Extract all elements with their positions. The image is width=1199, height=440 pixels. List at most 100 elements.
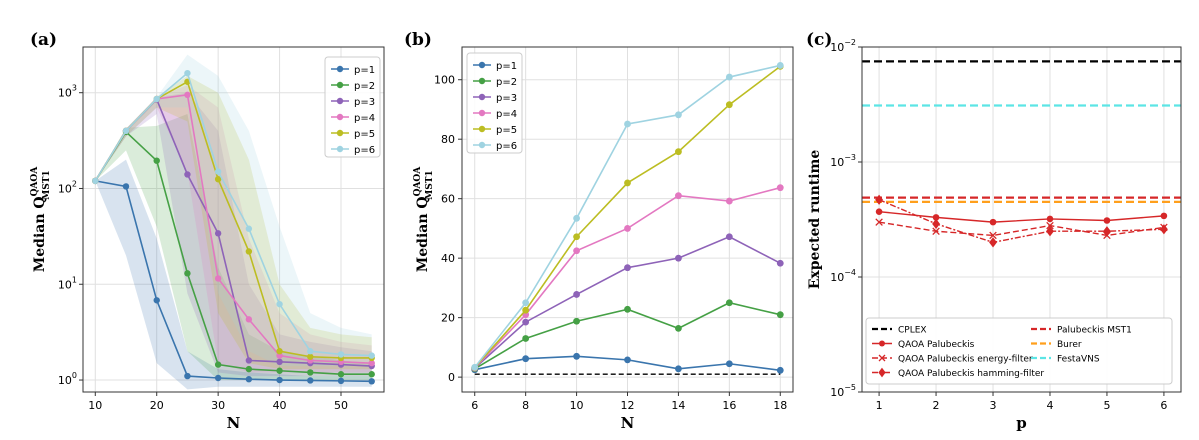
legend-label: p=4	[354, 113, 375, 124]
data-point-p=6	[307, 348, 314, 355]
data-point-p=1	[725, 360, 733, 368]
y-tick-label: 80	[441, 133, 455, 146]
data-point-p=5	[675, 148, 682, 156]
data-point-p=4	[276, 352, 283, 359]
legend-label: QAOA Palubeckis	[898, 340, 975, 350]
legend-label: p=4	[496, 109, 517, 120]
data-point-QAOA Palubeckis energy-filter	[1046, 221, 1054, 230]
tick-base: 10	[830, 271, 844, 284]
x-tick-label: 18	[773, 399, 787, 412]
data-point-p=6	[122, 127, 130, 135]
x-axis-label: p	[1016, 414, 1027, 432]
legend-marker	[878, 367, 886, 378]
legend-marker	[478, 61, 486, 69]
tick-base: 10	[58, 87, 72, 100]
tick-base: 10	[58, 278, 72, 291]
y-tick-label: 10−2	[830, 38, 856, 54]
data-point-p=4	[368, 359, 375, 367]
data-point-p=2	[153, 157, 160, 164]
legend-marker	[879, 340, 885, 347]
data-point-p=2	[276, 367, 283, 374]
legend-marker	[478, 109, 486, 117]
y-tick-label: 103	[58, 84, 77, 100]
data-point-p=6	[624, 120, 631, 128]
x-tick-label: 6	[1160, 399, 1167, 412]
confidence-band-p=4	[95, 85, 372, 373]
data-point-p=6	[153, 95, 160, 103]
data-point-p=6	[276, 300, 283, 308]
x-tick-label: 5	[1103, 399, 1110, 412]
x-tick-label: 16	[722, 399, 736, 412]
data-point-p=2	[214, 361, 222, 368]
x-tick-label: 12	[621, 399, 635, 412]
data-point-p=4	[573, 247, 580, 255]
data-point-p=6	[245, 225, 253, 232]
x-tick-label: 20	[150, 399, 164, 412]
data-point-p=1	[122, 183, 130, 190]
legend-marker	[336, 97, 344, 105]
series-line-QAOA Palubeckis	[879, 210, 1164, 223]
data-point-QAOA Palubeckis	[1160, 212, 1168, 220]
data-point-QAOA Palubeckis	[932, 214, 940, 221]
tick-exponent: −3	[844, 153, 856, 162]
legend-label: FestaVNS	[1057, 355, 1100, 365]
tick-exponent: −2	[844, 38, 856, 47]
y-tick-label: 100	[58, 371, 77, 387]
x-tick-label: 2	[933, 399, 940, 412]
legend-label: p=3	[354, 97, 375, 108]
data-point-QAOA Palubeckis energy-filter	[932, 227, 940, 235]
data-point-p=1	[776, 366, 784, 374]
data-point-p=1	[522, 355, 530, 363]
y-tick-label: 10−3	[830, 153, 856, 169]
data-point-p=5	[214, 175, 222, 183]
data-point-p=3	[245, 357, 253, 364]
data-point-p=3	[522, 318, 530, 326]
panel-label: (a)	[30, 30, 57, 50]
data-point-p=1	[307, 377, 314, 384]
y-tick-label: 10−5	[830, 383, 856, 399]
data-point-p=5	[573, 233, 580, 241]
legend-marker	[336, 113, 344, 121]
data-point-p=4	[245, 316, 253, 323]
legend-marker	[336, 65, 344, 73]
x-tick-label: 3	[990, 399, 997, 412]
data-point-p=4	[725, 197, 733, 205]
legend-label: p=6	[354, 145, 375, 156]
y-tick-label: 101	[58, 275, 77, 291]
panel-label: (c)	[806, 30, 832, 50]
data-point-QAOA Palubeckis hamming-filter	[875, 194, 884, 205]
data-point-p=2	[776, 311, 784, 319]
legend-label: Palubeckis MST1	[1057, 326, 1132, 336]
data-point-QAOA Palubeckis	[1103, 217, 1111, 224]
x-axis-label: N	[621, 414, 635, 432]
data-point-p=6	[725, 73, 733, 81]
legend-box	[865, 317, 1173, 385]
data-point-p=3	[184, 171, 191, 178]
legend-label: QAOA Palubeckis energy-filter	[898, 355, 1033, 365]
data-point-p=6	[337, 351, 345, 358]
legend-marker	[478, 125, 486, 133]
confidence-band-p=3	[95, 92, 372, 377]
legend-label: p=5	[496, 125, 517, 136]
series-line-QAOA Palubeckis hamming-filter	[878, 199, 1164, 244]
data-point-QAOA Palubeckis hamming-filter	[932, 218, 940, 229]
tick-base: 10	[58, 182, 72, 195]
data-point-p=1	[276, 376, 283, 384]
legend-label: Burer	[1057, 340, 1082, 350]
legend-label: p=3	[496, 93, 517, 104]
confidence-band-p=2	[95, 113, 372, 381]
panel-b: (b) 6 8 10 12 14 16 18 0 20 40 60 80 100 N Median QQAOA…	[404, 30, 794, 432]
data-point-p=5	[276, 348, 283, 355]
data-point-p=4	[675, 192, 682, 200]
x-tick-label: 50	[334, 399, 348, 412]
data-point-p=6	[184, 69, 191, 77]
confidence-band-p=5	[95, 75, 372, 370]
panel-label: (b)	[404, 30, 432, 50]
data-point-QAOA Palubeckis	[1046, 215, 1054, 223]
data-point-p=1	[184, 372, 191, 380]
tick-base: 10	[830, 41, 844, 54]
tick-exponent: −4	[844, 268, 856, 277]
x-tick-label: 10	[570, 399, 584, 412]
y-tick-label: 20	[441, 312, 455, 325]
